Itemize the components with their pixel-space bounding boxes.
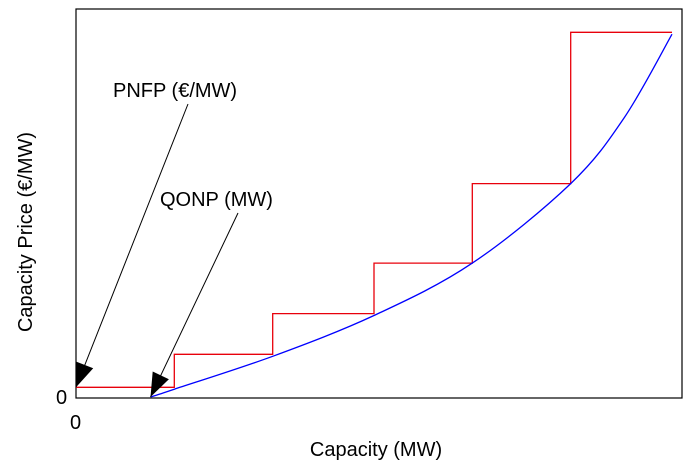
step-supply-line <box>76 31 672 388</box>
annotation-pnfp-label: PNFP (€/MW) <box>113 80 237 102</box>
y-axis-label: Capacity Price (€/MW) <box>15 132 37 332</box>
annotation-arrow-line-1 <box>150 212 239 398</box>
y-tick-label-0: 0 <box>56 387 67 409</box>
annotation-arrowhead-1 <box>150 371 169 397</box>
series-layer <box>76 31 673 398</box>
annotation-layer <box>75 103 239 398</box>
demand-curve-line <box>150 33 673 398</box>
annotation-arrowhead-0 <box>76 361 94 388</box>
x-tick-label-0: 0 <box>70 412 81 434</box>
annotation-qonp-label: QONP (MW) <box>160 189 273 211</box>
plot-frame <box>75 8 683 399</box>
annotation-arrow-line-0 <box>75 103 189 388</box>
x-axis-label: Capacity (MW) <box>310 439 442 461</box>
